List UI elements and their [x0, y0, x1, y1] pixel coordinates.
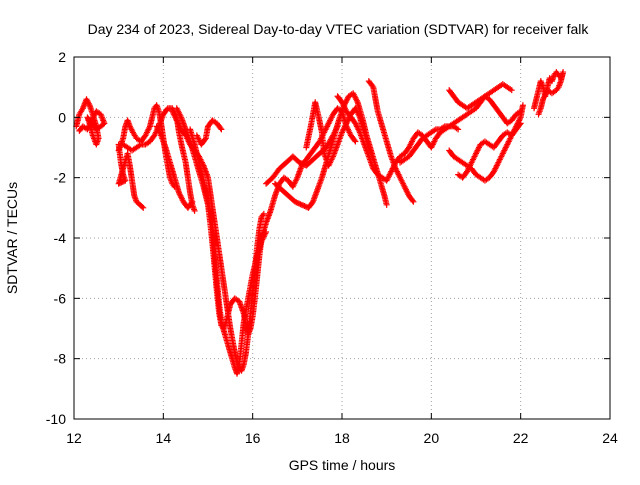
data-point — [76, 127, 83, 134]
data-point — [121, 178, 128, 185]
x-tick-label: 18 — [334, 430, 350, 446]
data-point — [410, 198, 417, 205]
data-point — [263, 228, 270, 235]
data-point — [296, 159, 303, 166]
data-track — [303, 99, 377, 169]
data-track — [193, 117, 225, 148]
x-tick-label: 12 — [66, 430, 82, 446]
x-tick-label: 16 — [245, 430, 261, 446]
data-point — [122, 177, 129, 184]
data-track — [187, 126, 270, 377]
data-point — [217, 125, 224, 132]
data-point — [201, 136, 208, 143]
y-tick-label: -2 — [54, 170, 67, 186]
data-point — [297, 201, 304, 208]
data-point — [189, 198, 196, 205]
x-tick-label: 22 — [513, 430, 529, 446]
data-point — [191, 207, 198, 214]
y-tick-label: -10 — [46, 411, 66, 427]
data-point — [516, 121, 523, 128]
chart-title: Day 234 of 2023, Sidereal Day-to-day VTE… — [88, 21, 590, 37]
data-track — [115, 141, 147, 211]
data-point — [140, 204, 147, 211]
y-tick-label: -6 — [54, 290, 67, 306]
data-track — [455, 120, 524, 181]
data-point — [455, 126, 462, 133]
data-point — [294, 200, 301, 207]
data-track — [73, 96, 108, 148]
y-tick-label: -4 — [54, 230, 67, 246]
data-point — [301, 203, 308, 210]
data-point — [293, 199, 300, 206]
data-point — [297, 160, 304, 167]
data-point — [535, 111, 542, 118]
data-point — [299, 160, 306, 167]
data-track — [446, 81, 515, 112]
data-track — [531, 69, 567, 118]
data-point — [517, 120, 524, 127]
data-point — [292, 198, 299, 205]
data-track — [365, 78, 417, 205]
data-track — [446, 102, 526, 184]
data-point — [218, 126, 225, 133]
data-point — [300, 202, 307, 209]
data-point — [519, 102, 526, 109]
x-tick-label: 14 — [156, 430, 172, 446]
x-axis-label: GPS time / hours — [289, 457, 396, 473]
x-tick-label: 20 — [424, 430, 440, 446]
data-track — [153, 123, 196, 211]
data-point — [298, 201, 305, 208]
data-point — [369, 82, 376, 89]
tick-layer: 12 14 16 18 20 22 24 -10 -8 -6 -4 -2 0 2 — [46, 49, 618, 446]
y-tick-label: -8 — [54, 351, 67, 367]
data-layer — [73, 69, 567, 377]
data-point — [352, 138, 359, 145]
x-tick-label: 24 — [602, 430, 618, 446]
y-axis-label: SDTVAR / TECUs — [4, 182, 20, 294]
data-point — [296, 200, 303, 207]
y-tick-label: 0 — [58, 109, 66, 125]
data-point — [508, 87, 515, 94]
data-point — [409, 197, 416, 204]
data-point — [351, 137, 358, 144]
data-point — [77, 126, 84, 133]
data-point — [188, 200, 195, 207]
data-point — [260, 210, 267, 217]
y-tick-label: 2 — [58, 49, 66, 65]
data-point — [139, 203, 146, 210]
data-point — [383, 201, 390, 208]
